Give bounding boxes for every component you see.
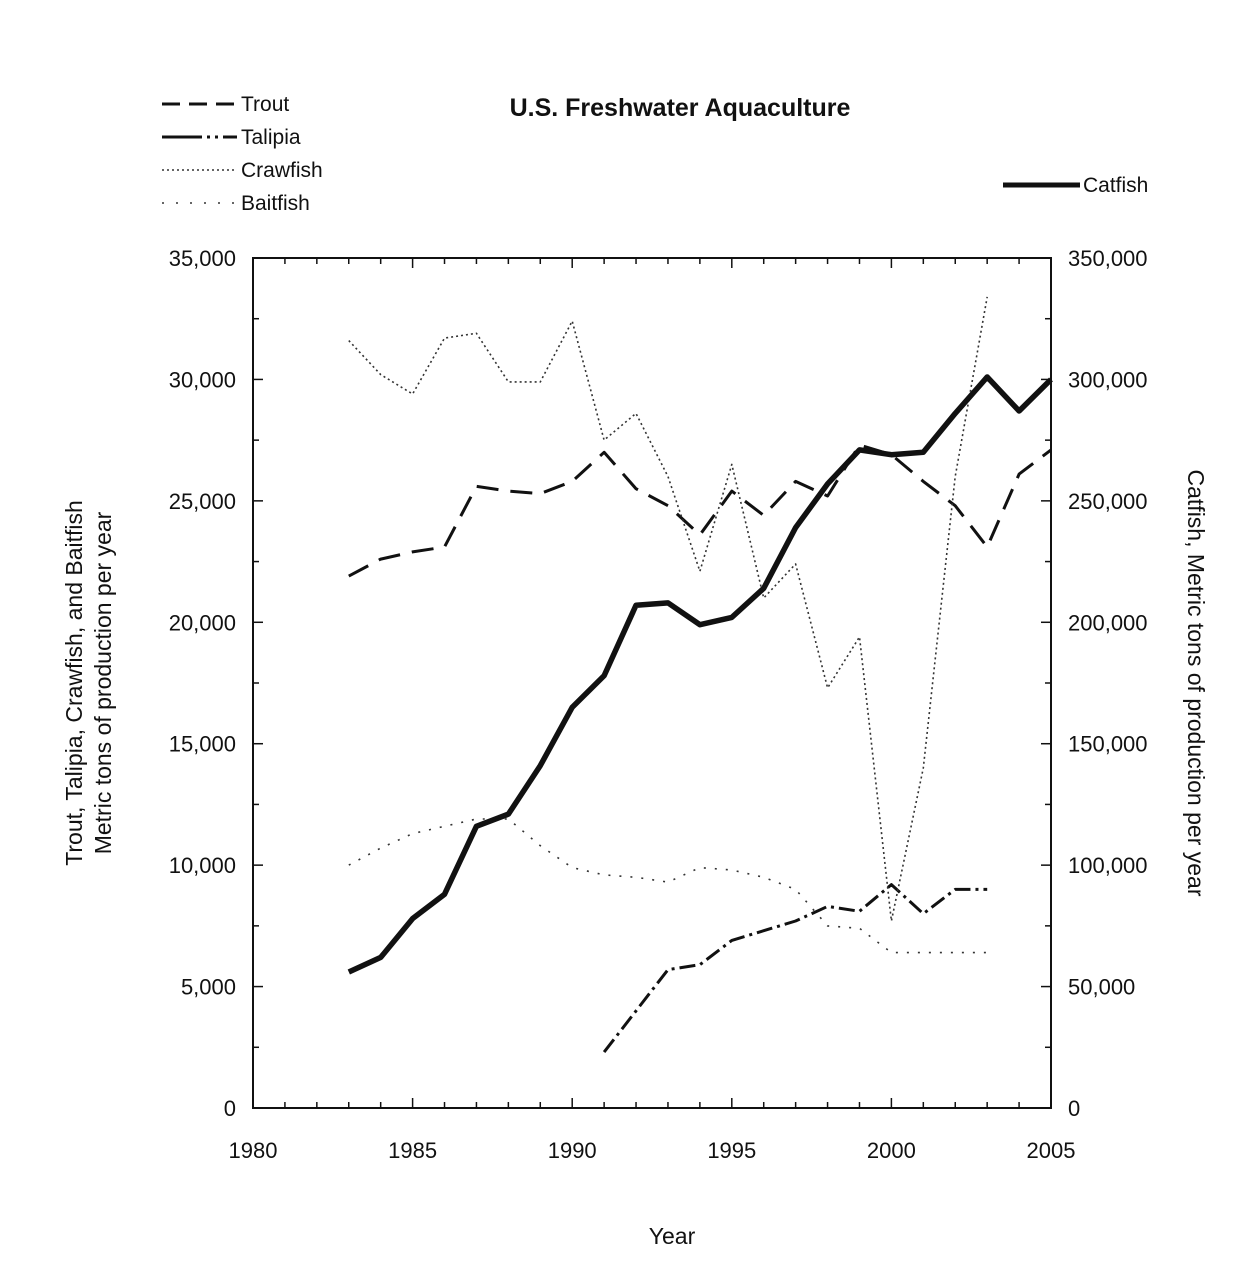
- legend-right: Catfish: [1003, 174, 1148, 197]
- x-tick-label: 2000: [867, 1138, 916, 1163]
- y-right-tick-label: 350,000: [1068, 246, 1148, 271]
- x-tick-label: 1995: [707, 1138, 756, 1163]
- y-right-tick-label: 250,000: [1068, 489, 1148, 514]
- y-axis-right-label: Catfish, Metric tons of production per y…: [1183, 470, 1209, 897]
- y-left-tick-label: 20,000: [169, 610, 236, 635]
- y-right-tick-label: 150,000: [1068, 732, 1148, 757]
- y-right-tick-label: 300,000: [1068, 367, 1148, 392]
- legend-label-catfish: Catfish: [1083, 174, 1148, 197]
- legend-label-talipia: Talipia: [241, 126, 301, 149]
- y-left-tick-label: 15,000: [169, 732, 236, 757]
- series-line-catfish: [347, 374, 1053, 975]
- y-left-tick-label: 10,000: [169, 853, 236, 878]
- chart-title: U.S. Freshwater Aquaculture: [510, 94, 851, 122]
- y-right-tick-label: 0: [1068, 1096, 1080, 1121]
- x-tick-label: 2005: [1027, 1138, 1076, 1163]
- x-tick-label: 1985: [388, 1138, 437, 1163]
- series-layer: [347, 296, 1053, 1054]
- axis-tick-labels: 1980 1985 1990 1995 2000 2005 0 5,000 10,000 15,0…: [169, 246, 1148, 1163]
- axis-ticks: [252, 257, 1052, 1109]
- y-left-tick-label: 30,000: [169, 367, 236, 392]
- x-tick-label: 1990: [548, 1138, 597, 1163]
- y-right-tick-label: 200,000: [1068, 610, 1148, 635]
- y-left-tick-label: 25,000: [169, 489, 236, 514]
- series-line-talipia: [602, 883, 988, 1054]
- legend-label-trout: Trout: [241, 93, 289, 116]
- y-right-tick-label: 50,000: [1068, 975, 1135, 1000]
- x-tick-label: 1980: [229, 1138, 278, 1163]
- series-line-trout: [348, 443, 1052, 578]
- y-axis-left-label-line2: Metric tons of production per year: [90, 511, 116, 854]
- x-axis-label: Year: [649, 1223, 696, 1249]
- y-left-tick-label: 35,000: [169, 246, 236, 271]
- y-right-tick-label: 100,000: [1068, 853, 1148, 878]
- y-axis-left-label-line1: Trout, Talipia, Crawfish, and Baitfish: [61, 500, 87, 866]
- y-left-tick-label: 5,000: [181, 975, 236, 1000]
- y-left-tick-label: 0: [224, 1096, 236, 1121]
- legend-left: Trout Talipia Crawfish Baitfish: [162, 93, 323, 215]
- legend-label-baitfish: Baitfish: [241, 192, 310, 215]
- legend-label-crawfish: Crawfish: [241, 159, 323, 182]
